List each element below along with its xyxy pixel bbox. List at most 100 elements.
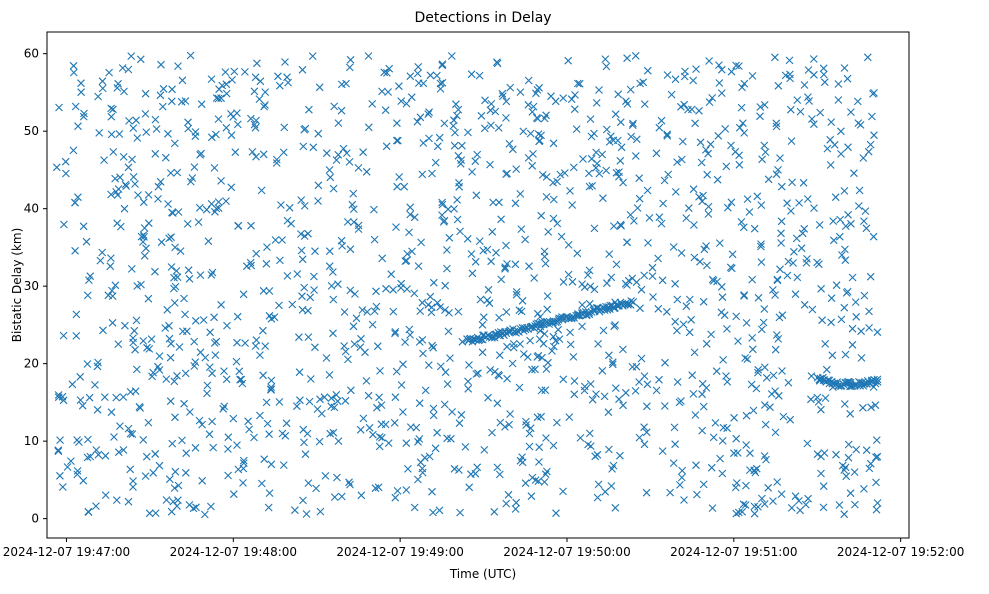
scatter-point: [667, 90, 676, 99]
scatter-point: [761, 148, 770, 156]
scatter-point: [705, 98, 714, 106]
scatter-point: [692, 65, 700, 73]
scatter-point: [311, 343, 319, 352]
scatter-point: [392, 367, 401, 376]
scatter-point: [699, 297, 708, 306]
scatter-point: [739, 223, 748, 232]
scatter-point: [245, 425, 254, 434]
scatter-point: [585, 169, 593, 178]
scatter-point: [297, 230, 305, 238]
scatter-point: [375, 433, 384, 441]
scatter-point: [737, 218, 746, 226]
scatter-point: [742, 481, 750, 490]
scatter-point: [436, 79, 445, 88]
scatter-point: [552, 509, 560, 518]
scatter-point: [311, 247, 319, 256]
scatter-point: [382, 284, 390, 293]
scatter-point: [813, 258, 821, 267]
scatter-point: [167, 339, 175, 348]
scatter-point: [591, 452, 600, 461]
scatter-point: [406, 210, 415, 219]
scatter-point: [516, 340, 524, 348]
scatter-point: [732, 509, 741, 518]
scatter-point: [418, 170, 427, 179]
scatter-point: [433, 142, 442, 151]
scatter-point: [427, 308, 436, 317]
scatter-point: [174, 208, 183, 216]
scatter-point: [790, 247, 798, 256]
scatter-point: [306, 293, 315, 302]
scatter-point: [86, 452, 95, 461]
scatter-point: [592, 148, 600, 157]
scatter-point: [595, 86, 603, 94]
scatter-point: [486, 106, 495, 115]
scatter-point: [230, 67, 239, 76]
scatter-point: [616, 118, 625, 127]
scatter-point: [564, 56, 573, 65]
scatter-point: [869, 90, 877, 98]
scatter-point: [691, 411, 700, 419]
scatter-point: [787, 207, 795, 215]
scatter-point: [623, 100, 632, 108]
scatter-point: [498, 89, 507, 98]
scatter-point: [275, 398, 284, 406]
scatter-point: [237, 375, 246, 384]
scatter-point: [206, 328, 214, 337]
scatter-point: [816, 108, 825, 117]
scatter-point: [567, 95, 576, 104]
scatter-point: [573, 249, 582, 258]
scatter-point: [745, 208, 754, 216]
scatter-point: [54, 391, 63, 399]
scatter-point: [654, 304, 663, 313]
scatter-point: [566, 187, 574, 195]
scatter-point: [172, 267, 181, 275]
scatter-point: [247, 221, 255, 230]
scatter-point: [176, 247, 185, 255]
scatter-point: [77, 88, 85, 97]
scatter-point: [300, 202, 309, 210]
scatter-point: [326, 173, 335, 182]
scatter-point: [586, 380, 595, 388]
scatter-point: [529, 102, 538, 111]
scatter-point: [419, 349, 427, 358]
scatter-point: [98, 84, 107, 93]
scatter-point: [758, 494, 766, 503]
scatter-point: [735, 123, 744, 132]
scatter-point: [152, 125, 161, 133]
scatter-point: [743, 195, 752, 203]
scatter-point: [252, 249, 261, 258]
scatter-point: [590, 224, 599, 233]
scatter-point: [247, 114, 255, 123]
scatter-point: [362, 377, 371, 385]
scatter-point: [401, 338, 409, 346]
scatter-point: [151, 509, 160, 517]
scatter-point: [391, 328, 400, 336]
scatter-point: [704, 210, 713, 218]
scatter-point: [827, 318, 835, 327]
scatter-point: [715, 239, 724, 247]
scatter-point: [677, 397, 685, 405]
scatter-point: [272, 155, 281, 164]
scatter-point: [750, 509, 759, 518]
scatter-point: [468, 168, 476, 176]
scatter-point: [481, 96, 489, 105]
scatter-point: [467, 70, 476, 79]
scatter-point: [448, 408, 456, 416]
scatter-point: [535, 137, 543, 146]
scatter-point: [777, 182, 786, 191]
scatter-point: [643, 66, 652, 75]
scatter-point: [746, 449, 754, 458]
scatter-point: [808, 305, 817, 314]
scatter-point: [420, 453, 429, 462]
scatter-point: [370, 307, 379, 315]
scatter-point: [333, 473, 341, 482]
scatter-point: [615, 395, 623, 404]
scatter-point: [78, 401, 87, 410]
scatter-point: [106, 262, 115, 271]
scatter-point: [495, 313, 503, 322]
scatter-point: [834, 80, 843, 88]
scatter-point: [121, 321, 129, 330]
scatter-point: [185, 274, 194, 283]
scatter-point: [298, 305, 307, 314]
scatter-point: [623, 238, 631, 246]
